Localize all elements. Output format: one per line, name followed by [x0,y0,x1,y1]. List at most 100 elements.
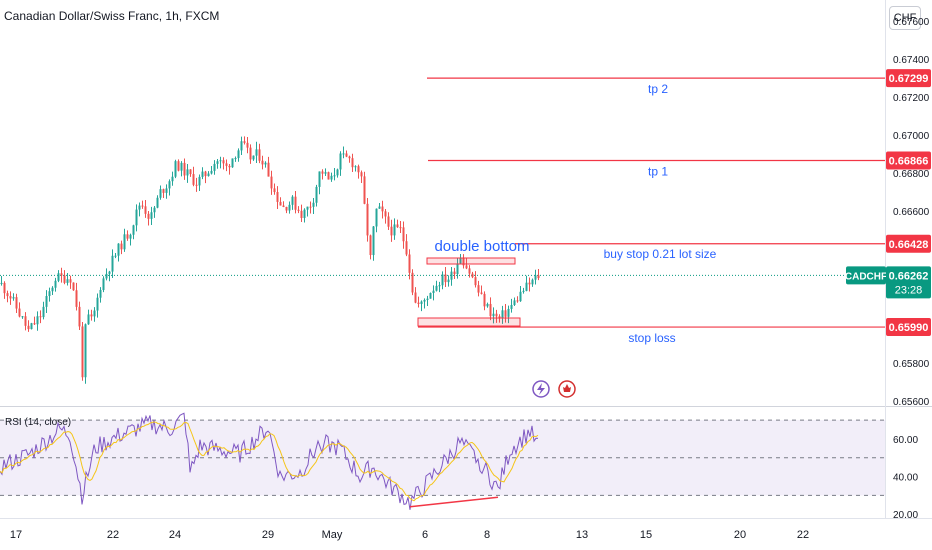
candle-body [384,211,387,217]
candle-body [9,296,12,299]
candle-body [426,298,429,300]
candle-body [288,204,291,211]
candle-body [165,188,168,193]
candle-body [237,150,240,159]
currency-button[interactable]: CHF [889,6,921,30]
rsi-divergence-line [409,496,499,508]
time-tick-label: 6 [422,529,428,541]
candle-body [114,255,117,257]
candle-body [66,279,69,283]
time-tick-label: May [322,529,343,541]
candle-body [345,153,348,157]
candle-body [33,323,36,325]
candle-body [306,206,309,210]
candle-body [153,207,156,213]
rsi-ma-line [0,421,539,502]
candle-body [174,161,177,177]
price-tick-label: 0.67200 [893,93,930,104]
candle-body [405,241,408,255]
candle-body [51,287,54,292]
candle-body [501,310,504,318]
chart-title: Canadian Dollar/Swiss Franc, 1h, FXCM [4,9,220,23]
candle-body [189,169,192,175]
candle-body [84,324,87,378]
candle-body [291,196,294,205]
candle-body [117,243,120,256]
candle-body [48,291,51,297]
candle-body [171,176,174,182]
candle-body [207,173,210,177]
time-tick-label: 24 [169,529,181,541]
candle-body [489,303,492,317]
candle-body [216,161,219,164]
price-tick-label: 0.66600 [893,207,930,218]
candle-body [225,163,228,166]
candle-body [363,176,366,204]
candle-body [0,282,3,284]
candle-body [99,289,102,298]
candle-body [252,155,255,160]
candle-body [135,209,138,226]
price-tick-label: 0.66800 [893,169,930,180]
candle-body [492,313,495,317]
time-tick-label: 13 [576,529,588,541]
candle-body [162,189,165,193]
price-tick-label: 0.65600 [893,397,930,408]
candle-body [219,160,222,162]
candle-body [402,227,405,242]
candle-body [45,296,48,307]
candle-body [474,277,477,286]
candle-body [528,282,531,285]
candle-body [300,210,303,218]
candle-body [243,141,246,143]
candle-body [177,161,180,171]
candle-body [525,282,528,291]
candle-body [96,297,99,311]
candle-body [486,303,489,307]
candle-body [72,282,75,291]
level-price-tag [886,151,931,170]
candle-body [240,141,243,151]
candle-body [330,175,333,180]
candle-body [447,279,450,283]
candle-body [276,192,279,202]
double-bottom-top-box [426,257,516,265]
candle-body [279,201,282,206]
candle-body [483,293,486,307]
candle-body [357,166,360,173]
candle-body [150,212,153,219]
candle-body [477,285,480,293]
candle-body [120,243,123,250]
level-price-label: 0.65990 [889,322,929,334]
level-price-label: 0.67299 [889,73,929,85]
candle-body [282,205,285,207]
current-price-tag [886,266,931,299]
candle-body [414,292,417,303]
candle-body [24,316,27,326]
candle-body [60,273,63,276]
candle-body [360,172,363,177]
candle-body [12,297,15,299]
candle-body [249,147,252,160]
candle-body [498,316,501,318]
time-tick-label: 15 [640,529,652,541]
candle-body [354,166,357,168]
level-label: buy stop 0.21 lot size [604,247,717,261]
annotation-double-bottom: double bottom [434,238,529,255]
candle-body [504,310,507,317]
candle-body [144,206,147,214]
candle-body [519,291,522,302]
rsi-title: RSI (14, close) [5,417,71,428]
candle-body [27,325,30,330]
candle-body [390,226,393,236]
candle-body [111,255,114,272]
candle-body [438,285,441,287]
candle-body [36,316,39,325]
candle-body [456,263,459,275]
candle-body [459,257,462,264]
candle-body [480,292,483,294]
candle-body [399,227,402,229]
level-price-tag [886,234,931,253]
price-tick-label: 0.67000 [893,131,930,142]
